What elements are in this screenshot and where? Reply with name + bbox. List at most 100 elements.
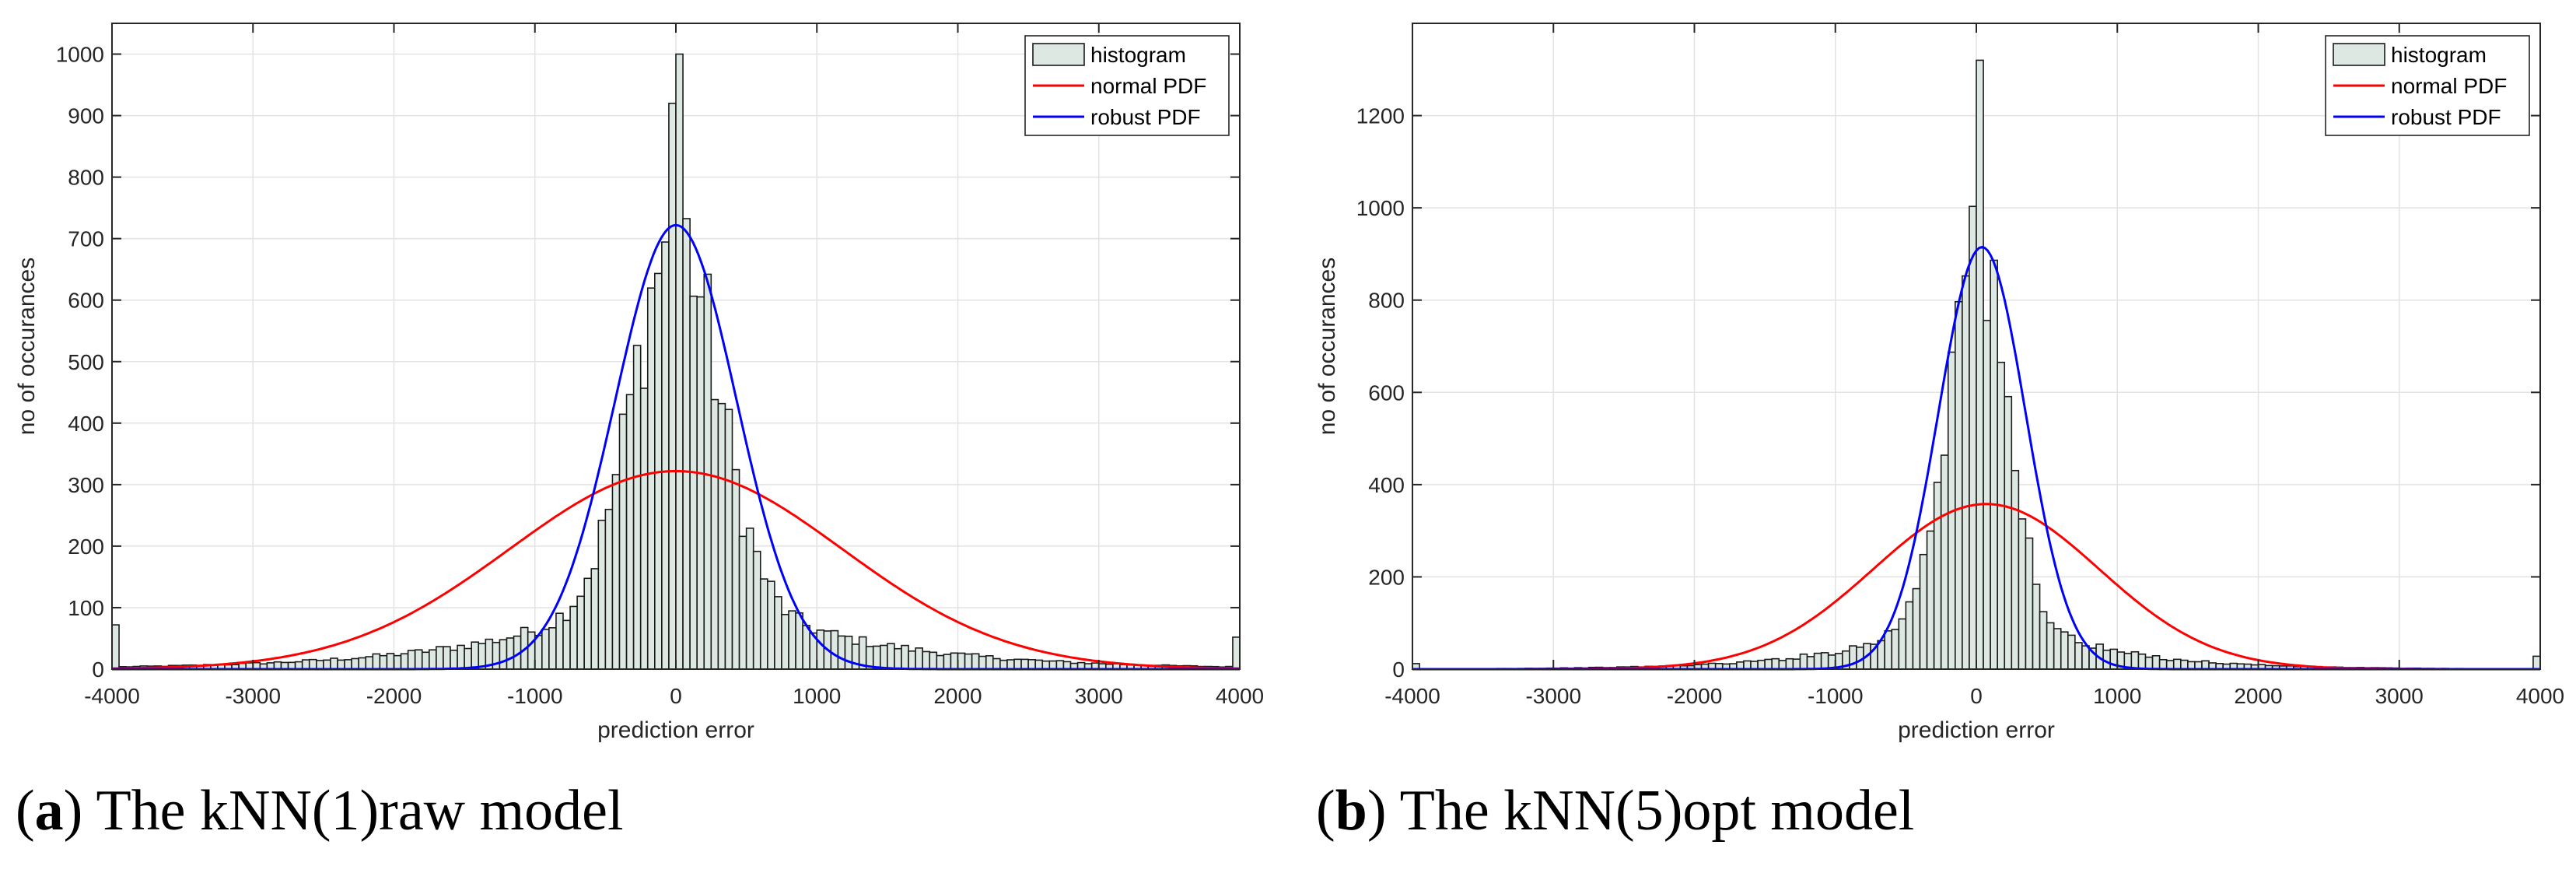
histogram-bar (1034, 659, 1044, 670)
x-tick-label: 0 (1970, 684, 1983, 708)
histogram-bar (330, 657, 338, 670)
histogram-bar (738, 535, 747, 670)
y-tick-label: 1200 (1356, 104, 1405, 128)
histogram-bar (1020, 658, 1029, 670)
histogram-bar (2046, 622, 2055, 670)
legend-label: histogram (1090, 43, 1186, 67)
histogram-bar (2018, 518, 2027, 670)
histogram-bar (802, 625, 810, 670)
y-axis-label: no of occurances (1314, 258, 1340, 435)
histogram-bar (2011, 469, 2020, 670)
histogram-bar (1792, 658, 1801, 670)
histogram-bar (548, 627, 557, 670)
histogram-bar (1813, 652, 1822, 670)
histogram-bar (887, 643, 895, 670)
histogram-bar (978, 655, 987, 670)
histogram-bar (717, 402, 726, 670)
y-tick-label: 800 (1368, 289, 1405, 313)
histogram-bar (1785, 657, 1794, 670)
histogram-bar (1983, 320, 1991, 670)
legend: histogram normal PDF robust PDF (1024, 35, 1230, 136)
histogram-bar (2532, 655, 2541, 670)
histogram-bar (316, 660, 324, 670)
y-tick-label: 1000 (1356, 196, 1405, 220)
x-axis-label: prediction error (597, 717, 754, 743)
chart-a: -4000 -3000 -2000 -1000 0 1000 2000 3000 4000 0 10… (14, 23, 1264, 743)
legend-label: normal PDF (2391, 74, 2507, 98)
histogram-bar (1806, 656, 1815, 670)
histogram-bar (576, 595, 585, 670)
y-tick-label: 400 (1368, 473, 1405, 497)
histogram-bar (639, 387, 649, 670)
histogram-bar (971, 653, 980, 670)
histogram-bar (2067, 634, 2076, 670)
histogram-bar (1919, 553, 1928, 670)
histogram-bar (774, 596, 782, 670)
y-tick-label: 0 (92, 657, 104, 682)
histogram-bar (745, 528, 754, 670)
histogram-bar (1990, 259, 1998, 670)
y-tick-label: 100 (68, 596, 104, 620)
histogram-bar (767, 580, 775, 670)
legend-label: histogram (2391, 43, 2487, 67)
histogram-bar (464, 647, 472, 670)
histogram-bar (386, 653, 395, 670)
x-tick-label: 3000 (1075, 684, 1123, 708)
histogram-bar (1799, 653, 1808, 670)
histogram-bar (908, 650, 916, 670)
histogram-bar (929, 651, 938, 670)
histogram-bar (450, 649, 458, 670)
histogram-bar (358, 657, 367, 670)
histogram-bar (844, 635, 853, 670)
histogram-bar (2025, 537, 2034, 670)
histogram-bar (1884, 630, 1893, 670)
histogram-bar (943, 654, 952, 670)
histogram-bar (393, 654, 402, 670)
histogram-bar (1006, 659, 1015, 670)
histogram-bar (2074, 642, 2083, 670)
histogram-bar (597, 519, 607, 670)
y-axis-label: no of occurances (14, 258, 40, 435)
histogram-bar (922, 650, 931, 670)
histogram-bar (1976, 59, 1984, 670)
histogram-bar (1764, 658, 1773, 670)
x-tick-label: 2000 (933, 684, 982, 708)
histogram-bar (2060, 631, 2069, 670)
x-tick-label: 4000 (1216, 684, 1264, 708)
histogram-bar (2151, 654, 2161, 670)
histogram-bar (344, 659, 352, 670)
histogram-bar (632, 345, 642, 670)
x-tick-label: -3000 (1525, 684, 1581, 708)
x-tick-label: 3000 (2375, 684, 2424, 708)
histogram-bar (1055, 660, 1065, 670)
histogram-bar (872, 645, 881, 670)
histogram-bar (301, 659, 310, 670)
legend-label: normal PDF (1090, 74, 1206, 98)
histogram-bar (696, 296, 705, 670)
x-tick-label: -4000 (1384, 684, 1440, 708)
histogram-bar (661, 241, 670, 670)
y-tick-label: 200 (1368, 565, 1405, 589)
histogram-bar (1912, 587, 1921, 670)
histogram-bar (1962, 275, 1970, 670)
histogram-bar (1041, 660, 1051, 670)
histogram-bar (795, 612, 803, 670)
histogram-bar (915, 647, 923, 670)
y-tick-label: 400 (68, 412, 104, 436)
histogram-bar (2032, 584, 2041, 670)
histogram-bar (583, 577, 593, 670)
histogram-bar (443, 646, 451, 670)
histogram-bar (788, 610, 796, 670)
histogram-bar (731, 468, 740, 670)
legend-label: robust PDF (1090, 105, 1201, 129)
histogram-bar (1969, 205, 1977, 670)
histogram-bar (555, 612, 564, 670)
histogram-bar (2053, 628, 2062, 670)
histogram-bar (421, 651, 430, 670)
histogram-bar (1048, 660, 1058, 670)
y-tick-label: 700 (68, 227, 104, 251)
histogram-bar (1771, 657, 1780, 670)
x-tick-label: -1000 (1808, 684, 1864, 708)
panel-a: -4000 -3000 -2000 -1000 0 1000 2000 3000 4000 0 10… (14, 23, 1264, 843)
x-tick-label: -2000 (366, 684, 422, 708)
